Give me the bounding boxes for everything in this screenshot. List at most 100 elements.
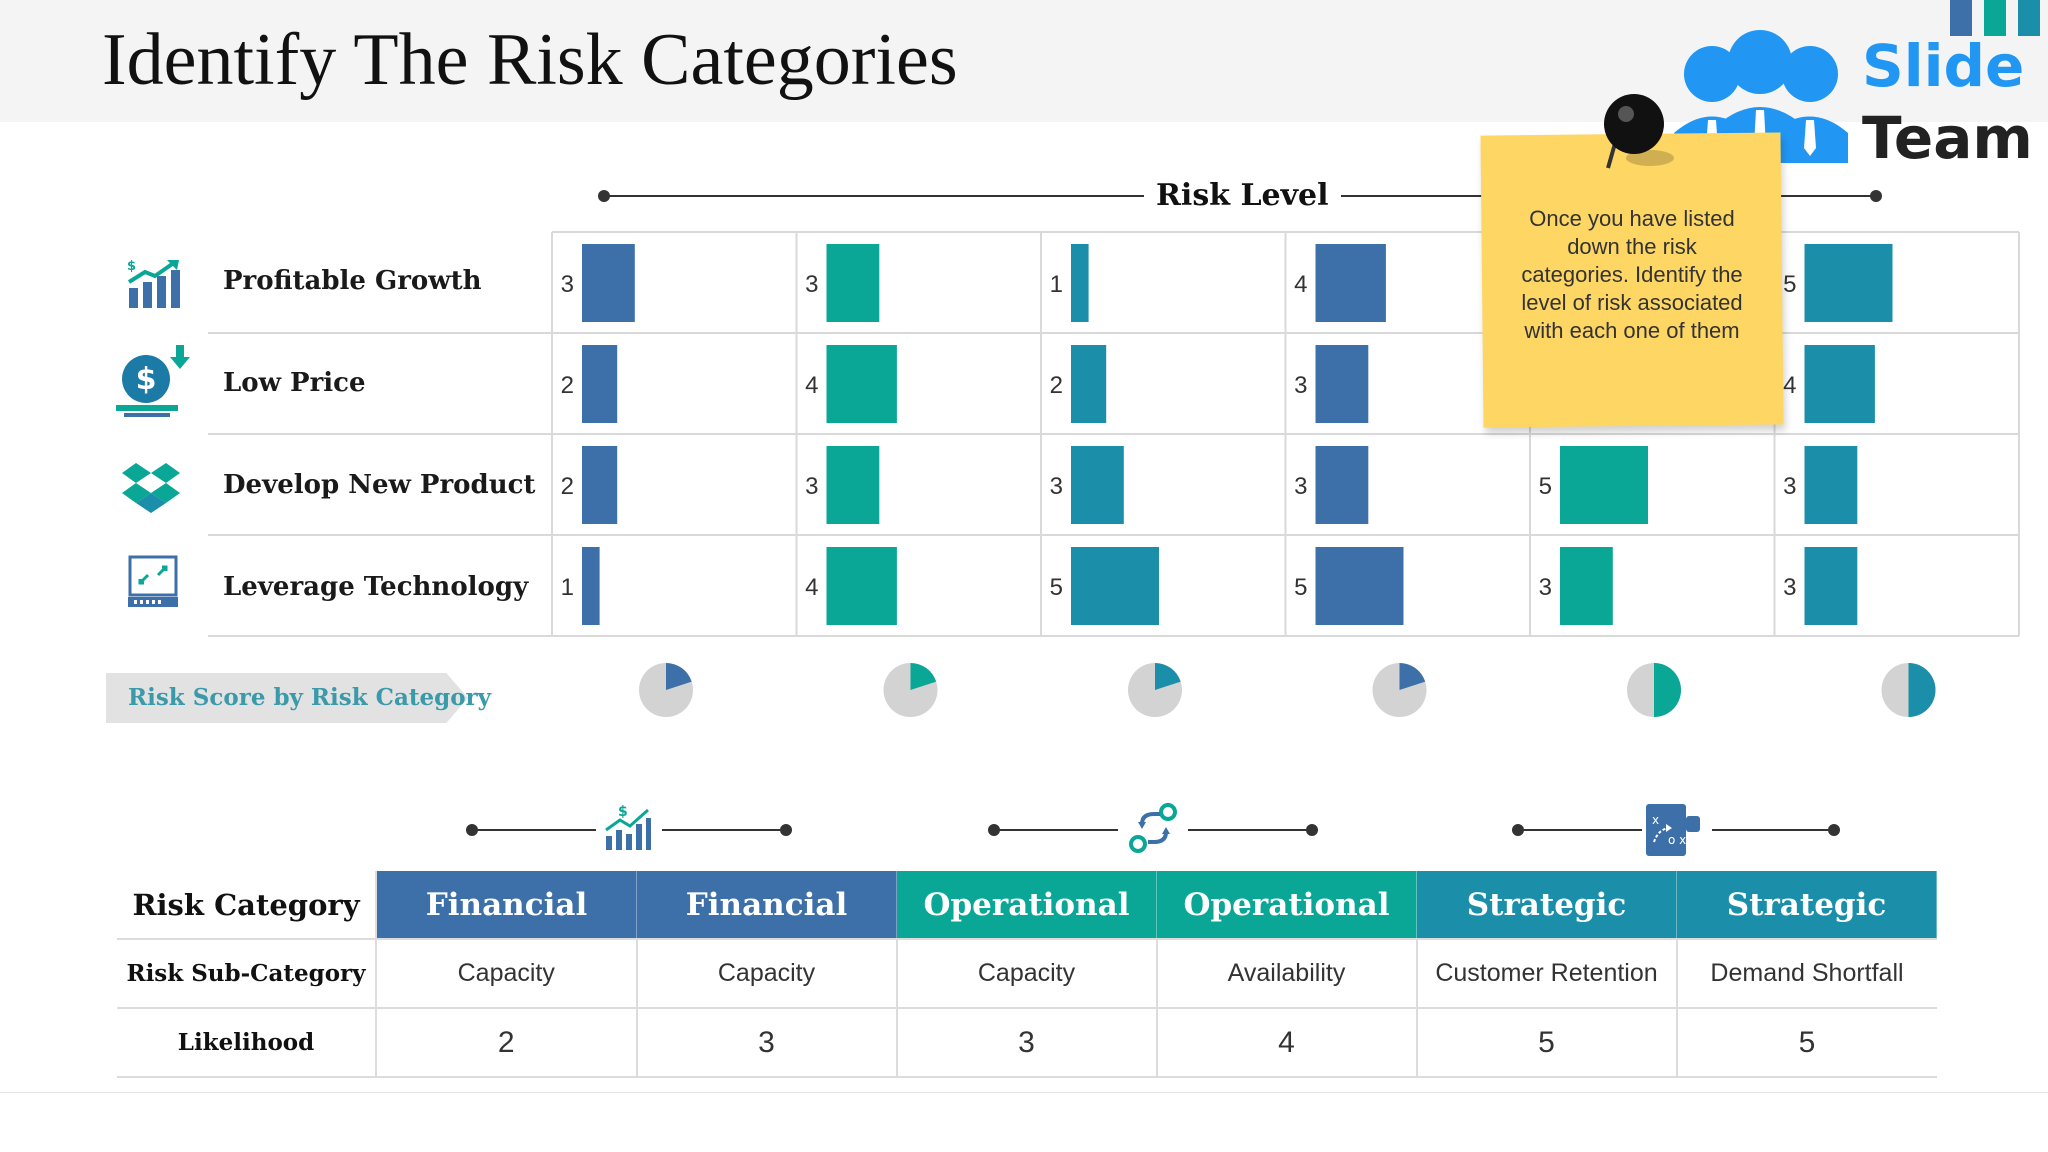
row-label-profitable-growth: Profitable Growth: [223, 266, 482, 296]
bar-value-label: 2: [1050, 372, 1063, 399]
risk-bar: [1315, 244, 1386, 322]
bar-value-label: 5: [1050, 574, 1063, 601]
bar-value-label: 3: [1783, 473, 1796, 500]
strategy-plan-icon: x o x: [1646, 804, 1700, 856]
risk-bar: [1071, 345, 1107, 423]
row-label-leverage-technology: Leverage Technology: [223, 572, 529, 602]
table-cell: Availability: [1156, 939, 1418, 1009]
risk-bar: [1804, 244, 1893, 322]
table-cell: 2: [376, 1008, 638, 1078]
risk-score-pie-slice: [910, 663, 937, 690]
svg-text:$: $: [127, 259, 136, 274]
bar-value-label: 5: [1783, 271, 1796, 298]
risk-bar: [582, 244, 635, 322]
bar-value-label: 4: [1783, 372, 1796, 399]
growth-chart-icon: $: [127, 259, 180, 308]
row-label-low-price: Low Price: [223, 368, 366, 398]
risk-bar: [826, 547, 897, 625]
table-cell: Demand Shortfall: [1676, 939, 1937, 1009]
risk-bar: [1071, 446, 1124, 524]
bar-value-label: 3: [805, 473, 818, 500]
risk-bar: [582, 345, 618, 423]
bar-value-label: 1: [561, 574, 574, 601]
risk-bar: [826, 345, 897, 423]
bar-value-label: 3: [1050, 473, 1063, 500]
push-pin-icon: [1604, 94, 1674, 169]
product-box-icon: [122, 463, 180, 513]
svg-text:$: $: [618, 804, 628, 820]
bar-value-label: 2: [561, 473, 574, 500]
bar-value-label: 3: [1783, 574, 1796, 601]
table-cell: Capacity: [376, 939, 638, 1009]
bar-value-label: 3: [1294, 372, 1307, 399]
risk-level-label: Risk Level: [1144, 178, 1341, 213]
risk-bar: [1315, 547, 1404, 625]
logo-word-slide: Slide: [1862, 32, 2025, 100]
risk-category-table: Risk Category Financial Financial Operat…: [117, 871, 1937, 1078]
risk-bar: [1804, 345, 1875, 423]
bar-value-label: 5: [1294, 574, 1307, 601]
table-cell: Customer Retention: [1416, 939, 1678, 1009]
table-header-cell: Strategic: [1416, 871, 1677, 940]
table-cell: 4: [1156, 1008, 1418, 1078]
risk-score-pie-slice: [666, 663, 692, 690]
risk-bar: [582, 446, 618, 524]
table-row-label: Risk Sub-Category: [117, 939, 377, 1009]
table-cell: 5: [1416, 1008, 1678, 1078]
bottom-rule: [0, 1092, 2048, 1093]
table-cell: 3: [636, 1008, 898, 1078]
money-down-icon: $: [116, 345, 190, 417]
table-row-label: Likelihood: [117, 1008, 377, 1078]
bar-value-label: 4: [805, 574, 818, 601]
financial-chart-icon: $: [605, 804, 651, 850]
table-header-cell: Operational: [896, 871, 1157, 940]
page-title: Identify The Risk Categories: [102, 19, 958, 101]
svg-text:$: $: [136, 362, 157, 397]
table-header-cell: Financial: [636, 871, 897, 940]
risk-bar: [826, 446, 880, 524]
risk-bar: [1315, 345, 1369, 423]
bar-value-label: 1: [1050, 271, 1063, 298]
table-header-cell: Financial: [376, 871, 637, 940]
risk-bar: [1071, 547, 1159, 625]
table-cell: Capacity: [896, 939, 1158, 1009]
risk-bar: [826, 244, 880, 322]
sticky-note-text: Once you have listed down the risk categ…: [1521, 206, 1743, 343]
risk-score-label: Risk Score by Risk Category: [128, 684, 492, 711]
bar-value-label: 2: [561, 372, 574, 399]
svg-text:o x: o x: [1668, 833, 1686, 847]
risk-bar: [1560, 446, 1648, 524]
table-cell: Capacity: [636, 939, 898, 1009]
table-row: Likelihood 2 3 3 4 5 5: [117, 1008, 1937, 1078]
table-cell: 5: [1676, 1008, 1937, 1078]
table-cell: 3: [896, 1008, 1158, 1078]
bar-value-label: 5: [1539, 473, 1552, 500]
risk-score-pie-slice: [1654, 663, 1681, 717]
svg-text:x: x: [1652, 813, 1659, 827]
risk-bar: [1315, 446, 1369, 524]
table-row-label: Risk Category: [117, 871, 377, 940]
risk-score-pie-slice: [1399, 663, 1426, 690]
bar-value-label: 3: [1294, 473, 1307, 500]
bar-value-label: 3: [805, 271, 818, 298]
table-row: Risk Category Financial Financial Operat…: [117, 871, 1937, 940]
risk-bar: [1804, 446, 1858, 524]
operations-gears-icon: [1129, 803, 1177, 853]
table-header-cell: Strategic: [1676, 871, 1937, 940]
risk-bar: [1560, 547, 1613, 625]
risk-bar: [1804, 547, 1858, 625]
row-label-develop-new-product: Develop New Product: [223, 470, 536, 500]
table-header-cell: Operational: [1156, 871, 1417, 940]
table-row: Risk Sub-Category Capacity Capacity Capa…: [117, 939, 1937, 1009]
risk-bar: [582, 547, 600, 625]
bar-value-label: 4: [805, 372, 818, 399]
bar-value-label: 4: [1294, 271, 1307, 298]
risk-bar: [1071, 244, 1089, 322]
risk-score-tag: [106, 673, 468, 723]
bar-value-label: 3: [1539, 574, 1552, 601]
logo-word-team: Team: [1862, 104, 2033, 172]
tech-device-icon: [128, 555, 178, 607]
risk-score-pie-slice: [1908, 663, 1936, 717]
